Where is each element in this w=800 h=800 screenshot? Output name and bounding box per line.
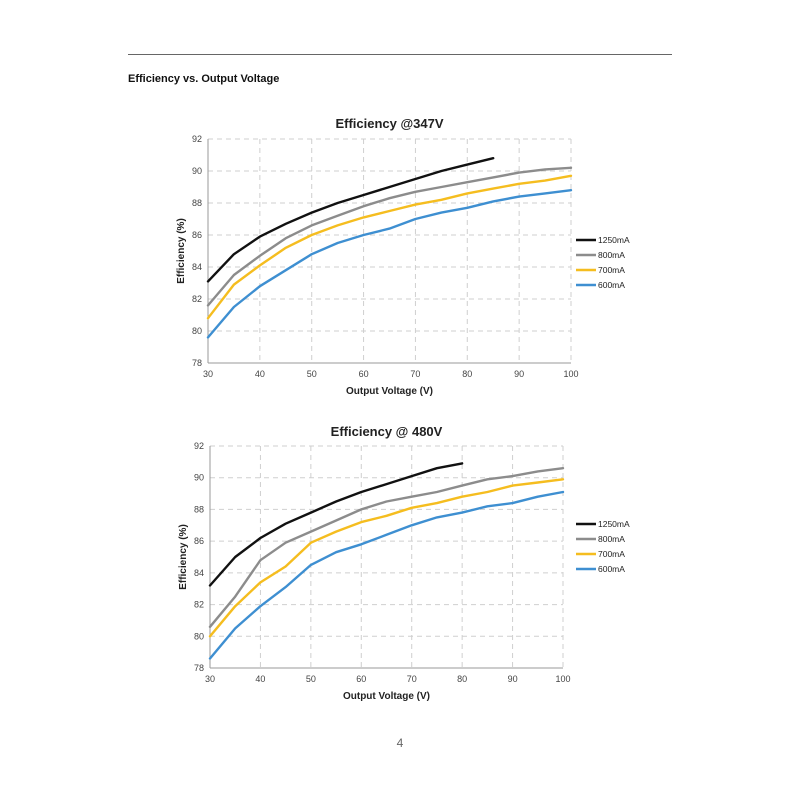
top-rule xyxy=(128,54,672,55)
series-line-700mA xyxy=(208,478,565,638)
efficiency-chart-480v: Efficiency @ 480V 30 40 50 60 70 80 90 100 78 80 82… xyxy=(178,424,630,702)
series-line-1250mA xyxy=(208,462,464,587)
y-tick-label: 80 xyxy=(194,631,204,641)
legend-label: 800mA xyxy=(598,534,625,544)
x-tick-label: 100 xyxy=(555,674,570,684)
x-tick-label: 40 xyxy=(255,674,265,684)
series-line-600mA xyxy=(206,188,573,339)
x-tick-label: 30 xyxy=(205,674,215,684)
y-axis-label: Efficiency (%) xyxy=(178,524,189,590)
x-tick-label: 70 xyxy=(410,369,420,379)
legend-label: 600mA xyxy=(598,280,625,290)
y-tick-label: 86 xyxy=(192,230,202,240)
legend-label: 800mA xyxy=(598,250,625,260)
x-axis-label: Output Voltage (V) xyxy=(346,386,433,397)
y-tick-label: 78 xyxy=(194,663,204,673)
chart-title: Efficiency @347V xyxy=(335,116,443,131)
efficiency-chart-347v: Efficiency @347V 30 40 50 60 70 80 90 100 78 80 82 8… xyxy=(176,116,630,397)
series-line-800mA xyxy=(206,166,573,307)
y-tick-label: 90 xyxy=(194,473,204,483)
x-tick-label: 30 xyxy=(203,369,213,379)
legend-label: 1250mA xyxy=(598,235,630,245)
x-tick-label: 90 xyxy=(514,369,524,379)
y-tick-label: 78 xyxy=(192,358,202,368)
y-tick-label: 92 xyxy=(194,441,204,451)
y-tick-label: 82 xyxy=(194,600,204,610)
y-tick-label: 92 xyxy=(192,134,202,144)
series-line-600mA xyxy=(208,490,565,660)
x-tick-label: 80 xyxy=(457,674,467,684)
legend-label: 600mA xyxy=(598,564,625,574)
legend-label: 700mA xyxy=(598,549,625,559)
chart-title: Efficiency @ 480V xyxy=(331,424,443,439)
y-tick-label: 84 xyxy=(194,568,204,578)
y-tick-label: 86 xyxy=(194,536,204,546)
y-tick-label: 88 xyxy=(192,198,202,208)
x-tick-label: 50 xyxy=(307,369,317,379)
section-heading: Efficiency vs. Output Voltage xyxy=(128,73,280,85)
x-axis-label: Output Voltage (V) xyxy=(343,691,430,702)
legend-label: 700mA xyxy=(598,265,625,275)
x-tick-label: 70 xyxy=(407,674,417,684)
y-tick-label: 90 xyxy=(192,166,202,176)
y-axis-label: Efficiency (%) xyxy=(176,218,187,284)
x-tick-label: 60 xyxy=(359,369,369,379)
x-tick-label: 90 xyxy=(508,674,518,684)
y-tick-label: 80 xyxy=(192,326,202,336)
x-tick-label: 60 xyxy=(356,674,366,684)
y-tick-label: 82 xyxy=(192,294,202,304)
x-tick-label: 50 xyxy=(306,674,316,684)
x-tick-label: 80 xyxy=(462,369,472,379)
x-tick-label: 100 xyxy=(563,369,578,379)
y-tick-label: 88 xyxy=(194,504,204,514)
series-line-1250mA xyxy=(206,156,495,283)
page-number: 4 xyxy=(396,736,404,750)
y-tick-label: 84 xyxy=(192,262,202,272)
series-line-700mA xyxy=(206,174,573,320)
legend-label: 1250mA xyxy=(598,519,630,529)
x-tick-label: 40 xyxy=(255,369,265,379)
series-line-800mA xyxy=(208,467,565,628)
